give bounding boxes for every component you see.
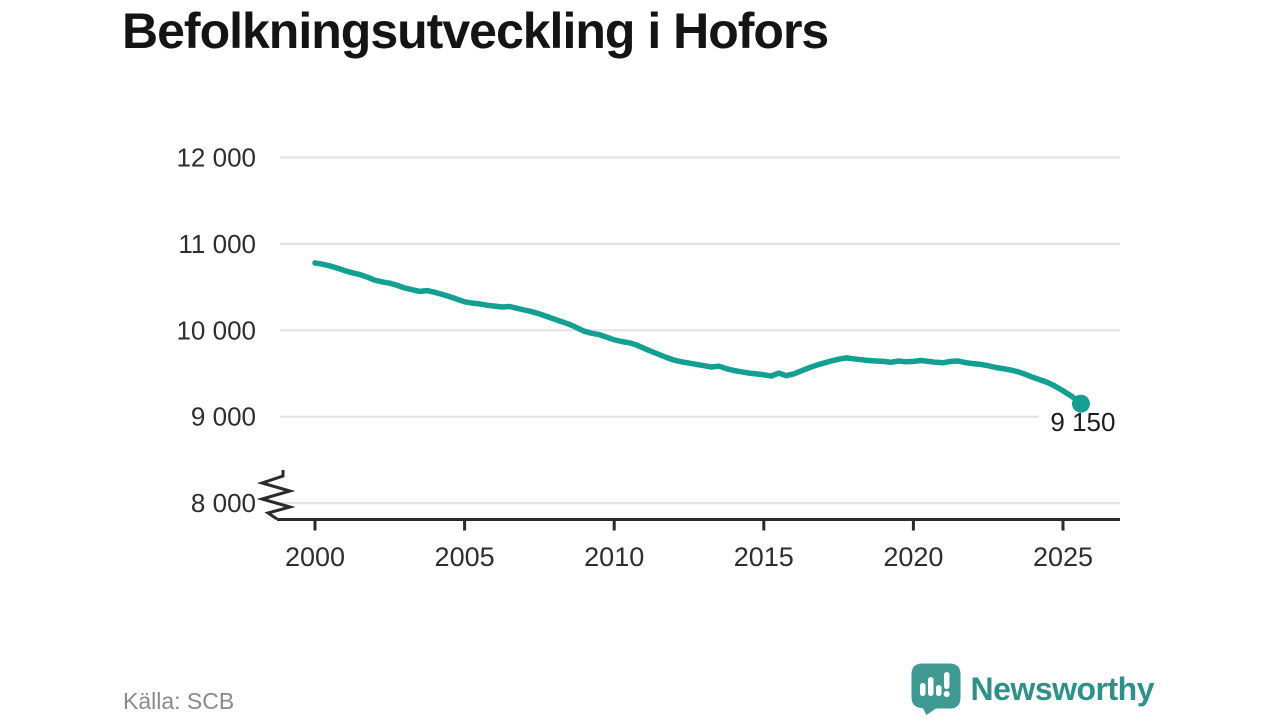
exclamation-dot-icon: [943, 691, 950, 697]
bar-icon-3: [935, 685, 942, 696]
bar-icon-1: [919, 683, 926, 696]
y-tick-label-12000: 12 000: [176, 143, 256, 173]
exclamation-bar-icon: [943, 672, 950, 689]
population-line: [312, 260, 1084, 407]
y-tick-label-10000: 10 000: [176, 315, 256, 345]
x-tick-label-2010: 2010: [584, 542, 644, 572]
page-title: Befolkningsutveckling i Hofors: [122, 3, 829, 59]
newsworthy-bubble-chart-icon: [911, 663, 961, 715]
newsworthy-logo: Newsworthy: [911, 663, 1155, 715]
y-tick-label-8000: 8 000: [191, 488, 256, 518]
y-axis-break-icon: [256, 470, 296, 521]
y-tick-label-9000: 9 000: [191, 402, 256, 432]
source-caption: Källa: SCB: [123, 688, 235, 714]
x-tick-label-2020: 2020: [883, 542, 943, 572]
x-tick-label-2005: 2005: [435, 542, 495, 572]
bar-icon-2: [927, 677, 934, 696]
x-tick-label-2025: 2025: [1033, 542, 1093, 572]
y-tick-label-11000: 11 000: [178, 229, 256, 259]
newsworthy-wordmark: Newsworthy: [970, 671, 1155, 707]
x-tick-label-2000: 2000: [285, 542, 345, 572]
x-tick-label-2015: 2015: [734, 542, 794, 572]
series-endpoint-dot: [1071, 394, 1090, 413]
